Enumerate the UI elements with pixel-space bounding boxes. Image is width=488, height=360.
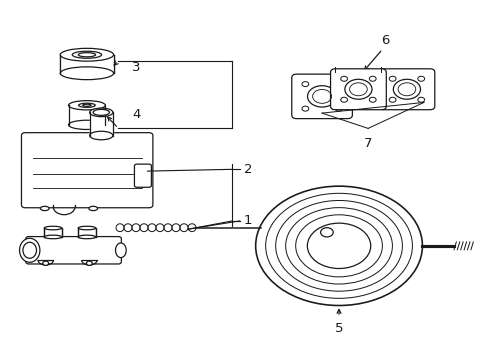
Circle shape — [340, 76, 347, 81]
Ellipse shape — [78, 53, 95, 57]
Ellipse shape — [68, 120, 105, 130]
FancyBboxPatch shape — [134, 164, 151, 187]
Ellipse shape — [392, 79, 420, 99]
Text: 5: 5 — [334, 321, 343, 335]
Ellipse shape — [68, 101, 105, 110]
Text: 6: 6 — [380, 34, 388, 47]
Ellipse shape — [82, 104, 91, 106]
Circle shape — [301, 82, 308, 87]
Circle shape — [388, 97, 395, 102]
Ellipse shape — [60, 67, 113, 80]
Ellipse shape — [89, 206, 98, 211]
Text: 7: 7 — [363, 137, 372, 150]
Circle shape — [340, 97, 347, 102]
Ellipse shape — [307, 86, 336, 107]
Ellipse shape — [44, 235, 61, 239]
FancyBboxPatch shape — [291, 74, 352, 118]
Ellipse shape — [78, 235, 96, 239]
Text: 3: 3 — [132, 62, 140, 75]
FancyBboxPatch shape — [21, 133, 153, 208]
Text: 4: 4 — [132, 108, 140, 121]
Ellipse shape — [23, 242, 37, 258]
Ellipse shape — [307, 223, 370, 269]
Ellipse shape — [115, 243, 126, 258]
Ellipse shape — [89, 108, 113, 117]
Ellipse shape — [41, 206, 49, 211]
Ellipse shape — [60, 48, 113, 61]
Bar — [68, 105, 105, 125]
Bar — [44, 228, 61, 237]
Circle shape — [417, 76, 424, 81]
FancyBboxPatch shape — [330, 69, 386, 110]
Circle shape — [86, 261, 92, 265]
Circle shape — [335, 106, 342, 111]
Circle shape — [417, 97, 424, 102]
Circle shape — [43, 261, 48, 265]
Ellipse shape — [79, 103, 95, 107]
Ellipse shape — [89, 131, 113, 140]
Text: 1: 1 — [243, 215, 251, 228]
FancyBboxPatch shape — [26, 237, 121, 264]
Ellipse shape — [78, 226, 96, 230]
Bar — [89, 112, 113, 135]
FancyBboxPatch shape — [378, 69, 434, 110]
Text: 2: 2 — [243, 163, 251, 176]
Circle shape — [335, 82, 342, 87]
Ellipse shape — [255, 186, 422, 306]
Circle shape — [320, 228, 332, 237]
Bar — [78, 228, 96, 237]
Circle shape — [368, 76, 375, 81]
Circle shape — [388, 76, 395, 81]
Circle shape — [301, 106, 308, 111]
Bar — [60, 55, 113, 73]
Ellipse shape — [344, 79, 371, 99]
Ellipse shape — [93, 109, 109, 116]
Ellipse shape — [20, 238, 40, 262]
Circle shape — [368, 97, 375, 102]
Ellipse shape — [44, 226, 61, 230]
